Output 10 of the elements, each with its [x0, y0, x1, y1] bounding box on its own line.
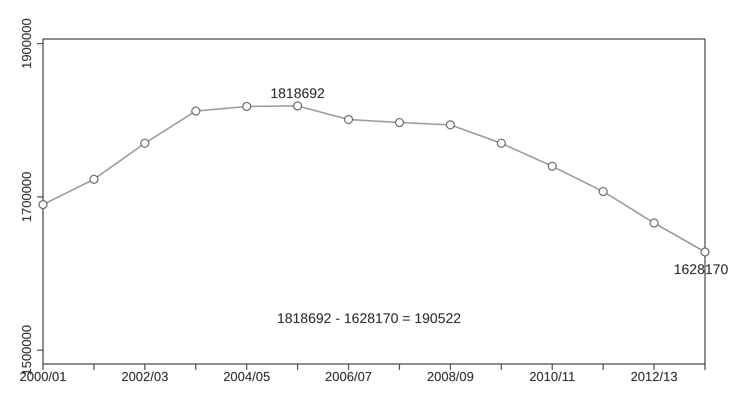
x-tick-label: 2004/05 — [223, 369, 270, 384]
x-tick-label: 2008/09 — [426, 369, 474, 384]
x-tick-label: 2012/13 — [630, 369, 678, 384]
annotation: 1818692 - 1628170 = 190522 — [276, 310, 462, 326]
y-tick-label: 1900000 — [19, 18, 34, 69]
y-tick-label: 1700000 — [19, 172, 34, 222]
x-tick-label: 2006/07 — [325, 369, 372, 384]
data-label: 1818692 — [270, 84, 326, 101]
x-tick-label: 2002/03 — [121, 369, 168, 384]
x-tick-label: 2010/11 — [529, 369, 576, 384]
